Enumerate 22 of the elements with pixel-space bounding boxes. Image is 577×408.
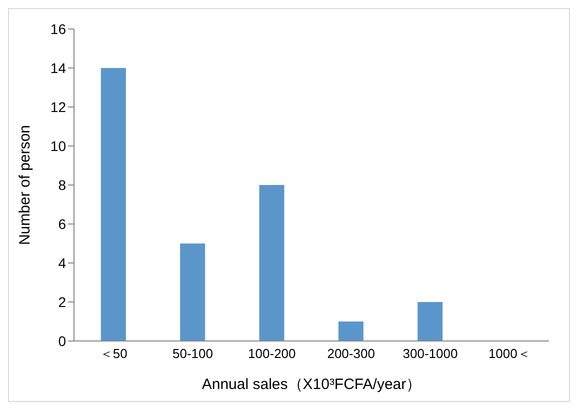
- bar: [259, 185, 284, 341]
- x-tick-label: ＜50: [100, 346, 128, 362]
- y-tick-label: 8: [58, 176, 66, 193]
- x-tick-label: 1000＜: [488, 346, 530, 362]
- y-tick-label: 10: [50, 138, 66, 154]
- y-tick-label: 14: [50, 60, 66, 76]
- y-axis-title: Number of person: [16, 124, 34, 246]
- bar: [180, 244, 206, 341]
- x-tick-label: 50-100: [172, 346, 213, 362]
- y-tick-label: 2: [58, 294, 66, 310]
- bar: [418, 302, 443, 341]
- x-tick-label: 200-300: [327, 346, 375, 362]
- y-tick-label: 4: [58, 254, 66, 271]
- x-tick-label: 300-1000: [402, 346, 458, 362]
- y-tick-label: 6: [58, 216, 66, 232]
- x-axis-title: Annual sales（X10³FCFA/year）: [202, 376, 422, 393]
- x-tick-label: 100-200: [248, 346, 296, 362]
- y-tick-label: 12: [50, 98, 66, 115]
- bar: [338, 322, 364, 341]
- y-tick-label: 0: [58, 332, 66, 349]
- bar: [100, 68, 126, 341]
- y-tick-label: 16: [50, 20, 66, 37]
